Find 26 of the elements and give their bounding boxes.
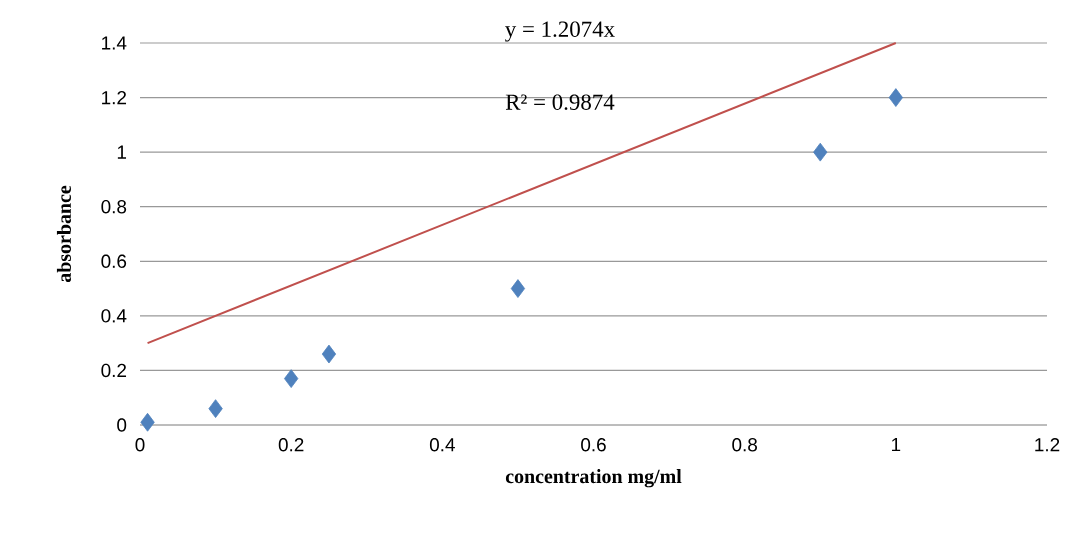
point xyxy=(510,279,526,298)
text: y = 1.2074x xyxy=(505,21,615,42)
annotation: R² = 0.9874 xyxy=(505,94,615,110)
y-axis-title: absorbance xyxy=(56,185,71,283)
x-tick-label: 0.6 xyxy=(581,438,606,452)
y-tick-label: 0.8 xyxy=(101,200,127,214)
y-tick-label: 0.2 xyxy=(101,363,127,378)
y-tick-label: 1.2 xyxy=(102,90,127,105)
y-tick-label: 1.4 xyxy=(102,36,127,50)
x-tick-label: 1.2 xyxy=(1035,438,1060,452)
point xyxy=(208,399,223,418)
y-tick-label: 1 xyxy=(117,145,127,159)
y-tick-label: 0.4 xyxy=(101,309,127,323)
x-tick-label: 0.8 xyxy=(732,438,758,452)
x-tick-label: 0.2 xyxy=(278,438,304,452)
point xyxy=(813,142,828,162)
point xyxy=(321,344,337,364)
y-tick-label: 0.6 xyxy=(101,254,127,268)
x-tick-label: 1 xyxy=(892,438,901,452)
point xyxy=(284,369,299,388)
x-tick-label: 0.4 xyxy=(429,438,455,452)
x-tick-label: 0 xyxy=(135,438,145,452)
point xyxy=(888,88,903,107)
y-tick-label: 0 xyxy=(117,418,127,432)
point xyxy=(140,412,155,432)
x-axis-title: concentration mg/ml xyxy=(505,469,682,488)
